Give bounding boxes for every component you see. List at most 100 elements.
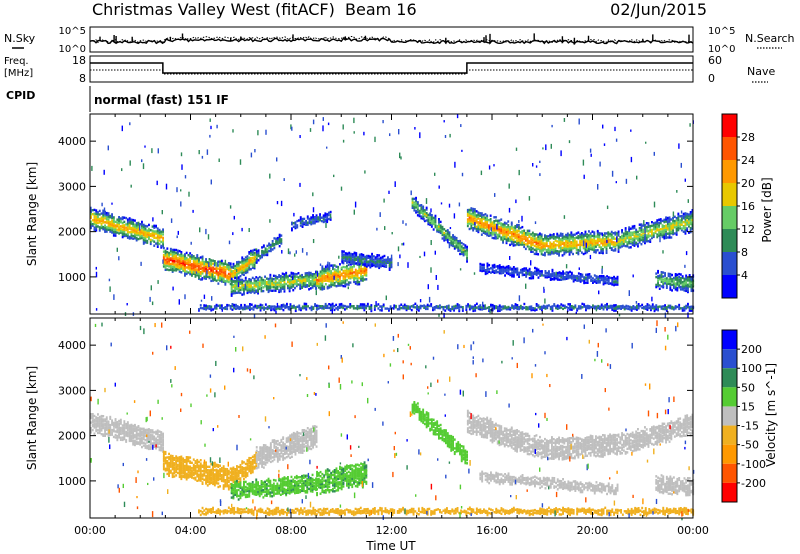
power-cell — [502, 305, 505, 308]
power-cell — [356, 269, 359, 273]
power-cell — [151, 233, 154, 236]
power-cell — [185, 258, 188, 262]
power-cell — [112, 218, 115, 221]
power-cell — [616, 305, 619, 308]
power-cell — [689, 222, 692, 226]
power-cell — [595, 239, 597, 243]
velocity-cell — [119, 420, 122, 424]
velocity-cell — [91, 423, 94, 426]
power-cell — [583, 276, 586, 279]
power-cell — [361, 306, 364, 310]
power-cell — [102, 228, 105, 231]
power-cell — [565, 249, 567, 252]
power-cell — [451, 305, 454, 309]
power-cell — [187, 258, 190, 261]
velocity-cell — [162, 448, 164, 451]
power-cell — [189, 259, 192, 263]
power-cell — [525, 306, 528, 309]
power-cell — [646, 306, 649, 309]
power-cell — [631, 237, 634, 240]
power-cell — [430, 221, 433, 225]
power-cell — [260, 278, 263, 281]
power-cell — [683, 286, 686, 290]
power-cell — [432, 308, 434, 312]
power-cell — [241, 256, 244, 259]
power-cell — [516, 267, 519, 270]
power-cell — [264, 249, 267, 252]
power-cell — [458, 304, 461, 307]
power-cell — [687, 285, 689, 288]
power-cell — [363, 308, 366, 312]
power-cell — [521, 230, 524, 233]
power-cell — [423, 209, 426, 212]
power-cell — [246, 291, 249, 295]
power-cell — [606, 205, 609, 210]
power-cell — [650, 308, 652, 312]
power-cell — [450, 244, 453, 247]
power-cell — [586, 233, 589, 236]
power-cell — [107, 224, 110, 227]
power-cell — [636, 304, 638, 307]
power-cell — [118, 221, 120, 224]
power-cell — [321, 278, 324, 282]
power-cell — [309, 276, 312, 279]
velocity-cell — [158, 430, 161, 433]
power-cell — [629, 240, 632, 243]
power-cell — [306, 272, 309, 275]
power-cell — [305, 306, 308, 310]
power-cell — [316, 278, 318, 282]
power-cell — [278, 235, 281, 238]
power-cell — [684, 230, 687, 233]
power-cell — [640, 238, 643, 242]
velocity-cell — [156, 432, 159, 436]
power-cell — [542, 247, 545, 250]
power-cell — [680, 217, 683, 220]
power-cell — [424, 305, 427, 308]
power-cell — [417, 309, 420, 312]
power-cell — [425, 198, 428, 204]
power-cell — [591, 246, 594, 249]
power-cell — [426, 307, 429, 311]
power-cell — [655, 283, 658, 287]
power-cell — [333, 308, 336, 312]
power-cell — [372, 260, 375, 264]
power-cell — [272, 278, 275, 281]
power-cell — [418, 213, 421, 216]
power-frame — [89, 113, 694, 315]
power-cell — [351, 276, 354, 279]
power-cell — [264, 247, 267, 250]
power-cell — [376, 259, 379, 262]
power-cell — [109, 214, 112, 218]
power-cell — [519, 271, 522, 274]
power-cell — [246, 280, 249, 283]
power-cell — [570, 275, 573, 279]
power-cell — [277, 307, 280, 310]
power-cell — [524, 232, 527, 235]
velocity-cell — [102, 433, 105, 436]
power-cell — [299, 284, 302, 287]
power-cell — [264, 285, 266, 288]
velocity-cell — [107, 434, 110, 438]
power-cell — [230, 287, 233, 290]
power-cell — [562, 272, 564, 275]
power-cell — [607, 233, 610, 236]
power-cell — [273, 305, 276, 308]
power-cell — [642, 238, 645, 241]
power-cell — [312, 220, 314, 223]
power-cell — [464, 249, 467, 252]
power-cell — [444, 305, 447, 309]
power-cell — [95, 229, 98, 232]
power-cell — [569, 306, 571, 310]
power-cell — [542, 245, 545, 249]
power-cell — [290, 273, 293, 276]
power-cell — [239, 291, 242, 295]
power-cell — [324, 271, 327, 274]
power-cell — [232, 232, 234, 236]
power-cell — [507, 220, 510, 223]
power-cell — [361, 277, 364, 280]
power-cell — [602, 240, 604, 244]
power-cell — [505, 232, 508, 235]
power-cell — [613, 307, 615, 310]
power-cell — [566, 238, 569, 241]
power-cell — [612, 249, 615, 252]
